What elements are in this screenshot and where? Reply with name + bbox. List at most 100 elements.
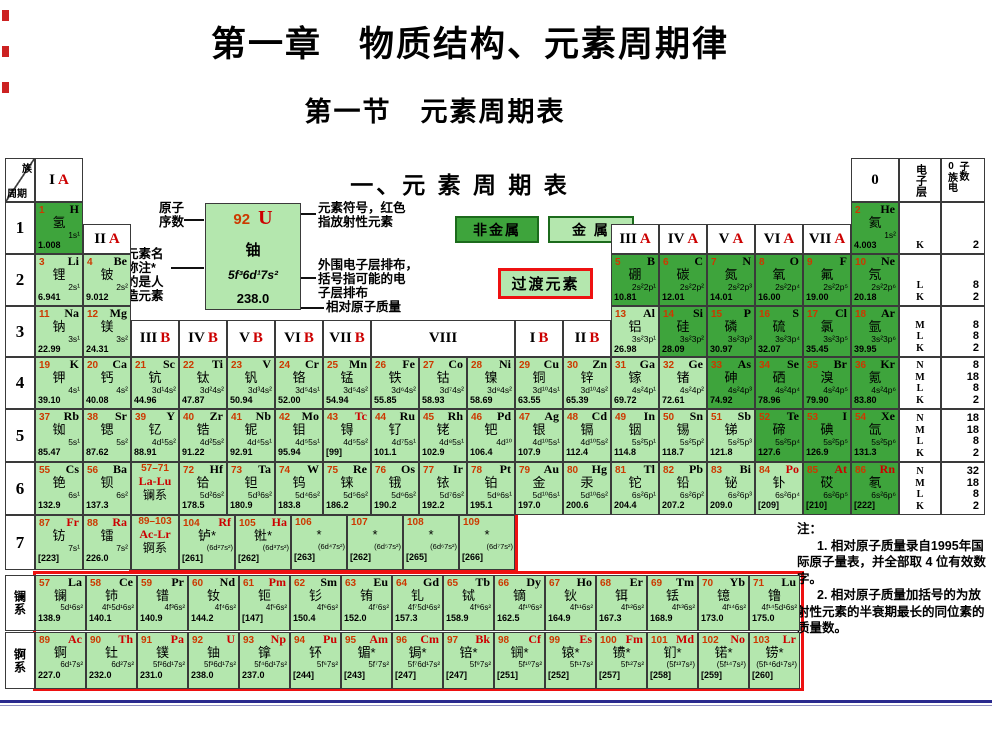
electron-config: 3d¹⁰4s² <box>580 385 608 395</box>
atomic-number: 95 <box>345 635 357 646</box>
atomic-number: 10 <box>855 257 867 268</box>
element-symbol: C <box>694 254 703 268</box>
bottom-divider-shadow <box>0 705 992 706</box>
electron-config: 4s²4p⁴ <box>775 385 800 395</box>
atomic-mass: 186.2 <box>326 500 349 510</box>
element-cell-Nd: 60 Nd 钕 4f⁴6s² 144.2 <box>188 575 239 631</box>
group-roman: VIII <box>428 330 458 346</box>
atomic-mass: 32.07 <box>758 344 781 354</box>
element-name: 钫 <box>52 528 66 543</box>
element-name: 铪 <box>196 475 210 490</box>
group-roman: V <box>718 230 730 247</box>
element-cell-La: 57 La 镧 5d¹6s² 138.9 <box>35 575 86 631</box>
shell-letter: N <box>916 360 924 371</box>
atomic-number: 55 <box>39 465 51 476</box>
atomic-mass: 63.55 <box>518 395 541 405</box>
shell-counts-period-1: 2 <box>941 202 985 254</box>
group-roman: IV <box>667 230 685 247</box>
element-symbol: La <box>67 575 82 589</box>
atomic-number: 100 <box>600 635 617 646</box>
atomic-number: 107 <box>351 517 368 528</box>
electron-config: 6d¹7s² <box>60 660 83 669</box>
element-name: 镅* <box>357 645 376 660</box>
element-symbol: Os <box>400 462 415 476</box>
legend-connector <box>301 307 324 309</box>
electron-config: 5f⁹7s² <box>469 660 491 669</box>
transition-legend-box: 过渡元素 <box>498 268 593 299</box>
atomic-mass: 16.00 <box>758 292 781 302</box>
electron-config: 3d⁶4s² <box>391 385 416 395</box>
element-cell-Zr: 40 Zr 锆 4d²5s² 91.22 <box>179 409 227 462</box>
element-name: 金 <box>532 475 546 490</box>
atomic-mass: 204.4 <box>614 500 637 510</box>
element-name: 铌 <box>244 422 258 437</box>
element-cell-Md: 101 Md 钔* (5f¹³7s²) [258] <box>647 632 698 689</box>
element-name: 钇 <box>148 422 162 437</box>
element-cell-Hf: 72 Hf 铪 5d²6s² 178.5 <box>179 462 227 515</box>
atomic-number: 40 <box>183 412 195 423</box>
element-symbol: Rf <box>218 515 231 529</box>
atomic-number: 70 <box>702 578 714 589</box>
period-label-4: 4 <box>5 357 35 409</box>
shell-count: 8 <box>972 435 979 447</box>
element-cell-Cr: 24 Cr 铬 3d⁵4s¹ 52.00 <box>275 357 323 409</box>
lanthanide-series-label: 镧系 <box>5 575 35 631</box>
element-name: 钚 <box>308 645 322 660</box>
atomic-number: 69 <box>651 578 663 589</box>
element-symbol: Cr <box>305 357 319 371</box>
element-cell-Gd: 64 Gd 钆 4f⁷5d¹6s² 157.3 <box>392 575 443 631</box>
atomic-number: 88 <box>87 518 99 529</box>
atomic-mass: 121.8 <box>710 447 733 457</box>
sample-config: 5f³6d¹7s² <box>227 268 278 283</box>
element-name: 铀 <box>206 645 220 660</box>
electron-config: 5d¹6s² <box>60 603 83 612</box>
atomic-mass: [243] <box>344 670 366 680</box>
atomic-mass: [210] <box>806 500 828 510</box>
electron-config: 4f⁷5d¹6s² <box>407 603 440 612</box>
atomic-number: 42 <box>279 412 291 423</box>
element-name: 硒 <box>772 370 786 385</box>
element-cell-Yb: 70 Yb 镱 4f¹⁴6s² 173.0 <box>698 575 749 631</box>
atomic-number: 101 <box>651 635 668 646</box>
shell-count: 18 <box>966 423 979 436</box>
atomic-mass: 237.0 <box>242 670 265 680</box>
atomic-mass: 58.93 <box>422 395 445 405</box>
element-name: 砹 <box>820 475 834 490</box>
electron-config: 3s²3p⁴ <box>775 334 800 344</box>
group-roman: VI <box>284 330 301 346</box>
series-name: 镧系 <box>142 488 167 502</box>
electron-config: 3s² <box>116 334 128 344</box>
atomic-mass: 209.0 <box>710 500 733 510</box>
sample-symbol: U <box>258 207 273 229</box>
element-symbol: Ra <box>112 515 127 529</box>
group-header-IIA: II A <box>83 224 131 254</box>
element-cell-Cm: 96 Cm 锔* 5f⁷6d¹7s² [247] <box>392 632 443 689</box>
atomic-mass: 168.9 <box>650 613 673 623</box>
element-symbol: Ba <box>112 462 127 476</box>
shell-letter: O <box>916 463 924 466</box>
element-name: 硫 <box>772 319 786 334</box>
element-symbol: Ce <box>119 575 133 589</box>
electron-config: 5s² <box>116 437 128 447</box>
element-symbol: Au <box>543 462 559 476</box>
element-symbol: B <box>646 254 655 268</box>
electron-config: 4f¹²6s² <box>620 603 644 612</box>
element-symbol: Md <box>676 632 694 646</box>
atomic-mass: 102.9 <box>422 447 445 457</box>
atomic-number: 61 <box>243 578 255 589</box>
element-cell-Ne: 10 Ne 氖 2s²2p⁶ 20.18 <box>851 254 899 306</box>
electron-config: 5f⁷6d¹7s² <box>407 660 440 669</box>
atomic-mass: [209] <box>758 500 780 510</box>
element-name: 钪 <box>148 370 162 385</box>
element-name: 锫* <box>459 645 478 660</box>
atomic-number: 11 <box>39 309 50 320</box>
electron-config: 3s²3p⁵ <box>823 334 848 344</box>
group-roman: VII <box>808 230 832 247</box>
shell-letter: M <box>915 319 925 331</box>
electron-config: 3d¹⁰4s¹ <box>532 385 560 395</box>
atomic-number: 53 <box>807 412 819 423</box>
element-cell-Al: 13 Al 铝 3s²3p¹ 26.98 <box>611 306 659 357</box>
electron-config: 4f³6s² <box>164 603 185 612</box>
